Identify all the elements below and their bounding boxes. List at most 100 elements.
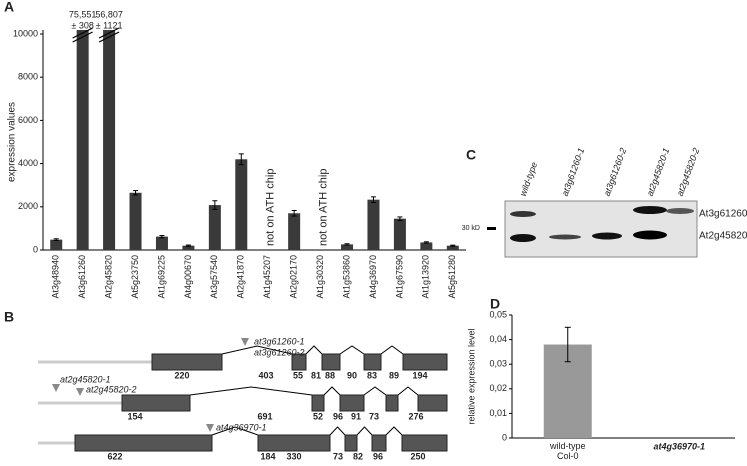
segment-length: 330 — [286, 451, 301, 461]
segment-length: 96 — [333, 411, 343, 421]
exon — [385, 394, 399, 412]
x-tick-label: At2g02170 — [289, 255, 299, 299]
error-label: ± 308 — [71, 20, 93, 30]
allele-label: at2g45820-2 — [86, 384, 137, 394]
segment-length: 403 — [258, 370, 273, 380]
blot-band — [666, 208, 694, 214]
insertion — [52, 384, 60, 392]
x-tick-label: At3g48940 — [51, 255, 61, 299]
blot-band — [633, 206, 667, 214]
allele-label: at4g36970-1 — [216, 422, 267, 432]
segment-length: 184 — [260, 451, 275, 461]
bar — [393, 218, 406, 250]
intron — [189, 386, 313, 396]
panel-label: B — [4, 309, 14, 325]
break-mark — [72, 27, 93, 39]
insertion — [206, 424, 214, 432]
x-tick-label: At5g61280 — [447, 255, 457, 299]
segment-length: 88 — [325, 370, 335, 380]
blot-band — [549, 234, 581, 240]
segment-length: 194 — [412, 370, 427, 380]
segment-length: 220 — [174, 370, 189, 380]
bar — [208, 205, 221, 250]
exon — [121, 394, 191, 412]
y-tick-label: 10000 — [13, 28, 38, 38]
segment-length: 250 — [410, 451, 425, 461]
annotation: not on ATH chip — [265, 169, 277, 246]
lane-label: wild-type — [518, 161, 540, 198]
intron — [323, 386, 341, 396]
break-mark — [98, 27, 120, 39]
bar — [420, 242, 433, 250]
bar — [155, 236, 168, 250]
segment-length: 276 — [408, 411, 423, 421]
y-tick-label: 8000 — [18, 72, 38, 82]
insertion — [76, 388, 84, 396]
x-tick-label: At4g36970 — [368, 255, 378, 299]
allele-label: at3g61260-2 — [254, 347, 305, 357]
segment-length: 91 — [351, 411, 361, 421]
lane-label: at2g45820-1 — [645, 147, 672, 198]
intron — [363, 386, 387, 396]
blot-band — [592, 232, 622, 240]
exon — [257, 434, 331, 452]
segment-length: 90 — [347, 370, 357, 380]
lane-label: at2g45820-2 — [675, 147, 702, 198]
intron — [385, 426, 403, 436]
y-tick-label: 0,05 — [489, 309, 507, 319]
break-mark — [98, 31, 120, 43]
allele-label: at3g61260-1 — [254, 336, 305, 346]
lane-label: at3g61260-2 — [602, 147, 629, 198]
allele-label: at2g45820-1 — [60, 374, 111, 384]
break-mark — [72, 31, 93, 43]
panel-label: D — [490, 296, 500, 312]
bar — [76, 30, 89, 250]
insertion — [241, 338, 249, 346]
y-tick-label: 0,03 — [489, 359, 507, 369]
x-tick-label: At1g67590 — [394, 255, 404, 299]
bar — [235, 159, 248, 250]
bar — [288, 213, 301, 250]
exon — [371, 434, 387, 452]
band-label: At3g61260 — [699, 209, 747, 220]
x-tick-label: At1g45207 — [262, 255, 272, 299]
bar — [367, 199, 380, 250]
y-tick-label: 0 — [502, 432, 507, 442]
segment-length: 73 — [369, 411, 379, 421]
y-tick-label: 0,02 — [489, 383, 507, 393]
y-tick-label: 4000 — [18, 158, 38, 168]
segment-length: 81 — [311, 370, 321, 380]
x-tick-label: At1g69225 — [156, 255, 166, 299]
error-label: ± 1121 — [96, 20, 123, 30]
y-tick-label: 6000 — [18, 115, 38, 125]
bar — [446, 245, 459, 250]
intron — [221, 345, 293, 355]
exon — [344, 434, 358, 452]
y-tick-label: 0,01 — [489, 408, 507, 418]
segment-length: 82 — [353, 451, 363, 461]
x-tick-label: At3g61260 — [77, 255, 87, 299]
band-label: At2g45820 — [699, 231, 747, 242]
exon — [339, 394, 365, 412]
blot-band — [510, 211, 536, 217]
value-label: 75,551 — [69, 9, 97, 19]
segment-length: 55 — [293, 370, 303, 380]
x-tick-label: At1g13920 — [421, 255, 431, 299]
lane-label: at3g61260-1 — [560, 147, 587, 198]
segment-length: 154 — [127, 411, 142, 421]
segment-length: 691 — [257, 411, 272, 421]
segment-length: 83 — [367, 370, 377, 380]
y-axis-label: expression values — [7, 102, 18, 182]
plot — [50, 30, 459, 251]
segment-length: 52 — [313, 411, 323, 421]
intron — [380, 345, 404, 355]
bar — [129, 192, 142, 250]
exon — [291, 353, 307, 371]
intron — [356, 426, 373, 436]
intron — [397, 386, 419, 396]
exon — [363, 353, 382, 371]
x-tick-label: At2g41870 — [236, 255, 246, 299]
bar — [50, 239, 63, 250]
exon — [74, 434, 213, 452]
